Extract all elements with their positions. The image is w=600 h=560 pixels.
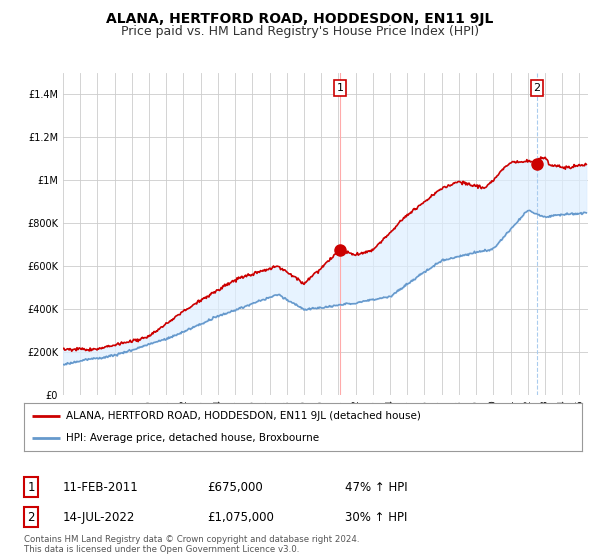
Text: 11-FEB-2011: 11-FEB-2011 [63,480,139,494]
Text: Price paid vs. HM Land Registry's House Price Index (HPI): Price paid vs. HM Land Registry's House … [121,25,479,38]
Text: HPI: Average price, detached house, Broxbourne: HPI: Average price, detached house, Brox… [66,433,319,443]
Text: ALANA, HERTFORD ROAD, HODDESDON, EN11 9JL (detached house): ALANA, HERTFORD ROAD, HODDESDON, EN11 9J… [66,411,421,421]
Text: 30% ↑ HPI: 30% ↑ HPI [345,511,407,524]
Text: £1,075,000: £1,075,000 [207,511,274,524]
Text: 47% ↑ HPI: 47% ↑ HPI [345,480,407,494]
Text: £675,000: £675,000 [207,480,263,494]
Text: 2: 2 [533,83,541,93]
Text: Contains HM Land Registry data © Crown copyright and database right 2024.
This d: Contains HM Land Registry data © Crown c… [24,535,359,554]
Text: 2: 2 [28,511,35,524]
Text: 1: 1 [28,480,35,494]
Text: ALANA, HERTFORD ROAD, HODDESDON, EN11 9JL: ALANA, HERTFORD ROAD, HODDESDON, EN11 9J… [106,12,494,26]
Text: 1: 1 [337,83,344,93]
Text: 14-JUL-2022: 14-JUL-2022 [63,511,136,524]
